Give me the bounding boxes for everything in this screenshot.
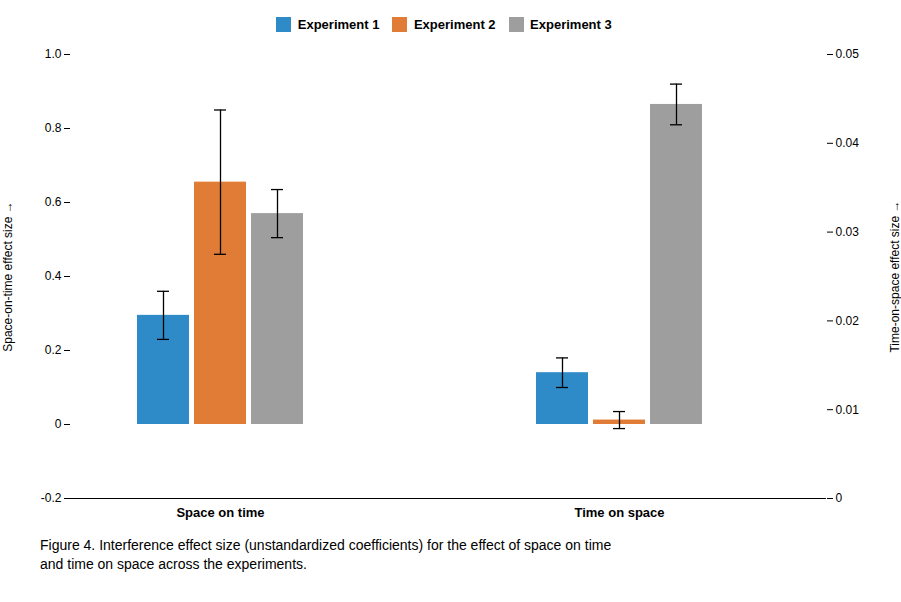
- svg-text:Space on time: Space on time: [176, 505, 264, 520]
- svg-text:0.04: 0.04: [836, 136, 860, 150]
- svg-text:1.0: 1.0: [45, 47, 62, 61]
- html-text:and time on space across the e: and time on space across the experiments…: [40, 556, 307, 572]
- svg-text:0: 0: [836, 491, 843, 505]
- svg-text:0: 0: [55, 417, 62, 431]
- svg-text:0.02: 0.02: [836, 314, 860, 328]
- svg-text:Time-on-space effect size →: Time-on-space effect size →: [888, 200, 901, 352]
- html-text:Figure 4. Interference effect: Figure 4. Interference effect size (unst…: [40, 537, 612, 553]
- html-text:Experiment 1: Experiment 1: [297, 17, 380, 32]
- svg-text:0.01: 0.01: [836, 403, 860, 417]
- svg-text:0.2: 0.2: [45, 343, 62, 357]
- svg-text:Time on space: Time on space: [574, 505, 664, 520]
- svg-text:0.8: 0.8: [45, 121, 62, 135]
- html-text:Experiment 3: Experiment 3: [530, 17, 612, 32]
- html-text:Experiment 2: Experiment 2: [413, 17, 496, 32]
- svg-text:0.05: 0.05: [836, 47, 860, 61]
- svg-text:0.03: 0.03: [836, 225, 860, 239]
- svg-text:0.4: 0.4: [45, 269, 62, 283]
- svg-text:Space-on-time effect size →: Space-on-time effect size →: [1, 201, 15, 352]
- svg-text:0.6: 0.6: [45, 195, 62, 209]
- svg-text:-0.2: -0.2: [41, 491, 62, 505]
